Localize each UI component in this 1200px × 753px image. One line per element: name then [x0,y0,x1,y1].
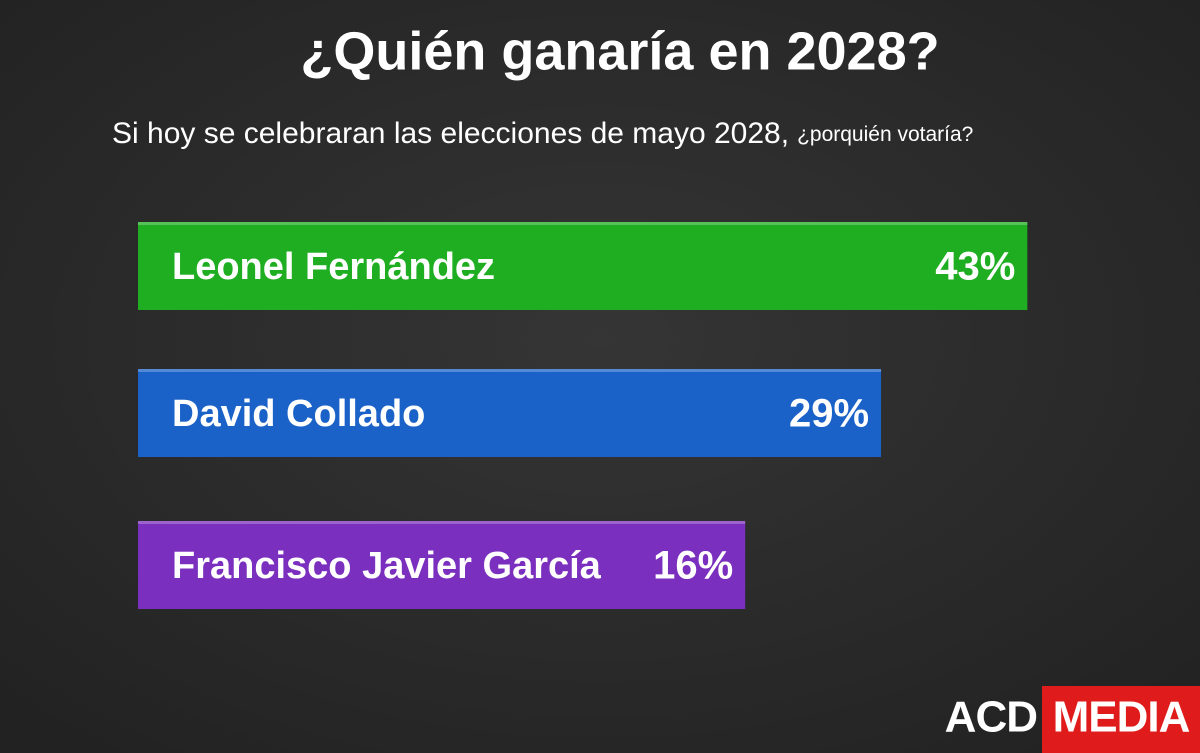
chart-title: ¿Quién ganaría en 2028? [300,21,939,81]
bar [138,521,746,609]
subtitle-question: ¿porquién votaría? [797,123,973,146]
category-label: David Collado [172,393,425,435]
logo-left: ACD [945,693,1037,742]
bar-highlight [138,222,1028,225]
logo-box [1042,686,1200,753]
subtitle: Si hoy se celebraran las elecciones de m… [112,117,973,150]
value-label: 16% [653,544,733,588]
subtitle-text: Si hoy se celebraran las elecciones de m… [112,117,789,150]
bar-highlight [138,521,746,524]
bar [138,222,1028,310]
value-label: 43% [935,245,1015,289]
value-label: 29% [789,392,869,436]
category-label: Leonel Fernández [172,246,495,288]
category-label: Francisco Javier García [172,545,602,587]
logo-right: MEDIA [1053,693,1190,742]
bar [138,369,882,457]
bar-highlight [138,369,882,372]
